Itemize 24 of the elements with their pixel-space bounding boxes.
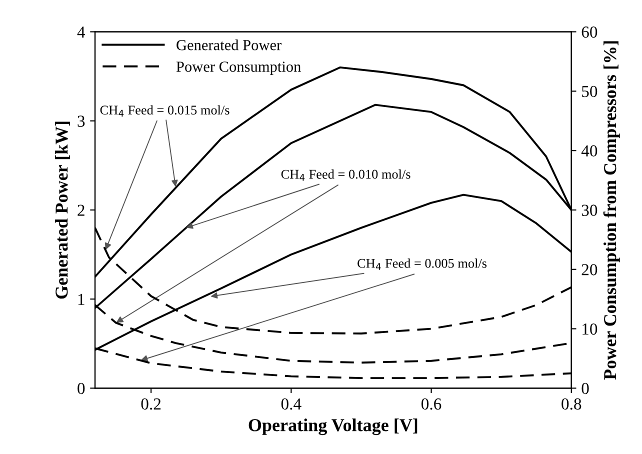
y2-tick-label: 20 (582, 264, 598, 276)
x-tick-label: 0.8 (562, 398, 582, 410)
annotation: CH$_{4}$ Feed = 0.005 mol/s (358, 258, 487, 270)
y-tick-label: 0 (78, 382, 85, 394)
x-axis-title: Operating Voltage [V] (248, 418, 418, 436)
y-tick-label: 3 (78, 116, 85, 127)
y-tick-label: 2 (78, 204, 84, 216)
y-tick-label: 4 (77, 26, 86, 38)
y2-axis-title: Power Consumption from Compressors [%] (603, 41, 620, 380)
x-tick-label: 0.2 (141, 398, 161, 410)
annotation: CH$_{4}$ Feed = 0.015 mol/s (100, 105, 230, 117)
y2-tick-label: 40 (581, 145, 598, 157)
y-tick-label: 1 (78, 294, 84, 305)
y-axis-title: Generated Power [kW] (55, 122, 70, 299)
y2-tick-label: 50 (582, 86, 598, 98)
x-tick-label: 0.6 (421, 398, 442, 410)
y2-tick-label: 30 (582, 204, 598, 216)
y2-tick-label: 0 (582, 382, 589, 394)
legend-label: Power Consumption (176, 62, 301, 75)
y2-tick-label: 10 (582, 323, 598, 335)
legend-label: Generated Power (176, 40, 282, 50)
annotation: CH$_{4}$ Feed = 0.010 mol/s (281, 169, 410, 181)
x-tick-label: 0.4 (281, 398, 302, 410)
y2-tick-label: 60 (582, 26, 598, 38)
